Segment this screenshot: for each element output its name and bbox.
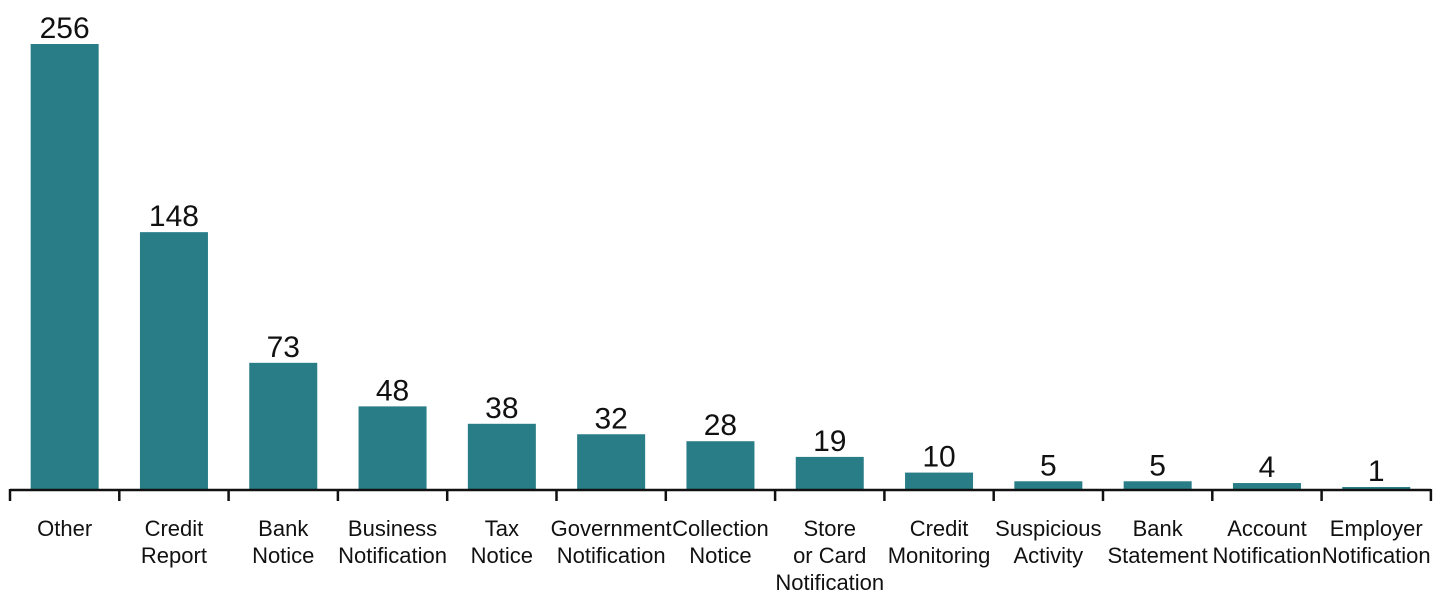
category-label-line: Notification [1213, 543, 1322, 568]
category-label: Credit Report [141, 516, 207, 568]
bar [1014, 481, 1083, 490]
category-label-line: Notification [1322, 543, 1431, 568]
category-label-line: Store [803, 516, 856, 541]
x-axis [8, 488, 1433, 501]
bar [1232, 483, 1301, 490]
category-label-line: Notice [471, 543, 533, 568]
category-label: Credit Monitoring [888, 516, 991, 568]
category-label: Bank Statement [1108, 516, 1208, 568]
category-label-line: Business [348, 516, 437, 541]
bar-value-label: 4 [1259, 451, 1276, 484]
bar-value-label: 38 [485, 392, 518, 425]
category-label-line: Bank [1133, 516, 1184, 541]
category-label-line: Notification [775, 570, 884, 595]
bar [1342, 487, 1411, 490]
category-label: Government Notification [551, 516, 672, 568]
category-label-line: or Card [793, 543, 866, 568]
bars-layer [30, 44, 1411, 490]
bar [30, 44, 99, 490]
category-label-line: Credit [145, 516, 204, 541]
category-label: Store or Card Notification [775, 516, 884, 595]
category-label-line: Notice [689, 543, 751, 568]
bar [358, 406, 427, 490]
category-label: Tax Notice [471, 516, 533, 568]
category-label: Suspicious Activity [995, 516, 1101, 568]
category-label-line: Notification [557, 543, 666, 568]
category-label-line: Collection [672, 516, 769, 541]
bar-value-label: 5 [1040, 449, 1057, 482]
bar [795, 456, 864, 490]
category-label: Other [37, 516, 92, 541]
bar-value-label: 10 [922, 441, 955, 474]
category-label-line: Report [141, 543, 207, 568]
category-label-line: Account [1227, 516, 1307, 541]
bar-value-label: 32 [594, 402, 627, 435]
category-label-line: Credit [910, 516, 969, 541]
category-label: Bank Notice [252, 516, 314, 568]
bar [1123, 481, 1192, 490]
bar [139, 232, 208, 490]
bar-value-label: 19 [813, 425, 846, 458]
category-label-line: Government [551, 516, 672, 541]
bar-value-label: 148 [149, 200, 199, 233]
bar [577, 434, 646, 490]
category-label: Account Notification [1213, 516, 1322, 568]
value-labels-layer: 256 148 73 48 38 32 28 19 10 5 5 4 1 [40, 12, 1385, 488]
category-label-line: Tax [485, 516, 519, 541]
category-label: Business Notification [338, 516, 447, 568]
bar [249, 362, 318, 490]
category-label-line: Suspicious [995, 516, 1101, 541]
category-label-line: Notice [252, 543, 314, 568]
category-label-line: Activity [1014, 543, 1084, 568]
bar-value-label: 73 [267, 331, 300, 364]
category-label-line: Statement [1108, 543, 1208, 568]
bar [905, 472, 974, 490]
bar-value-label: 1 [1368, 455, 1385, 488]
bar-value-label: 5 [1149, 449, 1166, 482]
bar [467, 423, 536, 490]
category-label-line: Bank [258, 516, 309, 541]
category-label-line: Notification [338, 543, 447, 568]
bar-value-label: 256 [40, 12, 90, 45]
bar-value-label: 48 [376, 374, 409, 407]
bar [686, 441, 755, 490]
category-label-line: Employer [1330, 516, 1423, 541]
category-label: Employer Notification [1322, 516, 1431, 568]
bar-value-label: 28 [704, 409, 737, 442]
category-label-line: Monitoring [888, 543, 991, 568]
category-label-line: Other [37, 516, 92, 541]
category-label: Collection Notice [672, 516, 769, 568]
